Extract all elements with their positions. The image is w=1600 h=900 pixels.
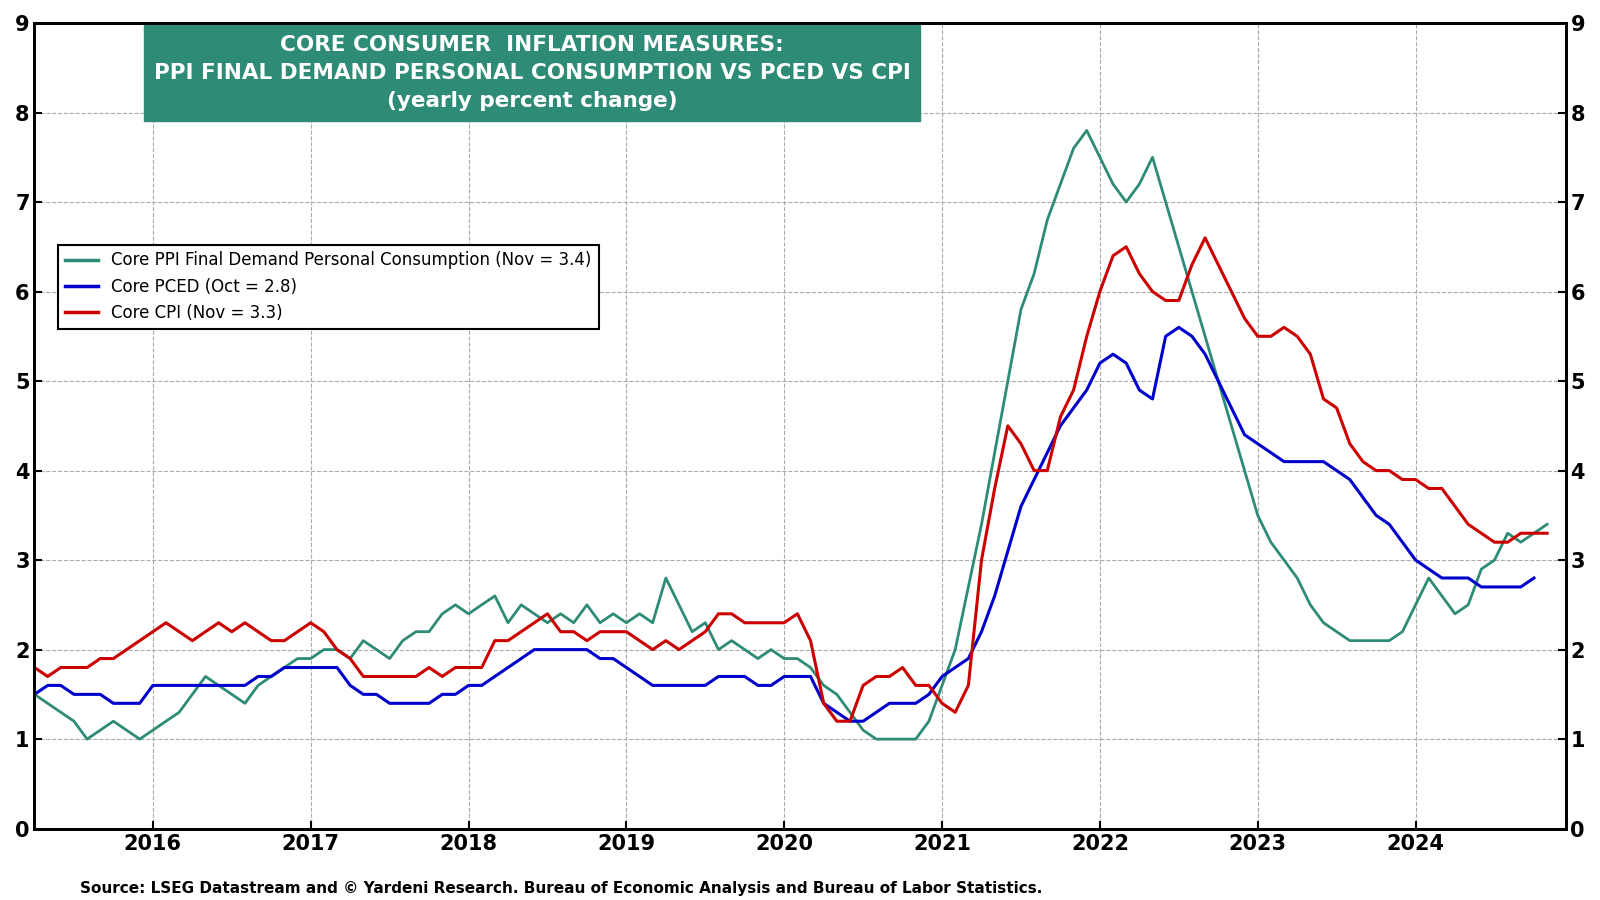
Text: Source: LSEG Datastream and © Yardeni Research. Bureau of Economic Analysis and : Source: LSEG Datastream and © Yardeni Re… — [80, 880, 1042, 896]
Text: CORE CONSUMER  INFLATION MEASURES:
PPI FINAL DEMAND PERSONAL CONSUMPTION VS PCED: CORE CONSUMER INFLATION MEASURES: PPI FI… — [154, 35, 910, 111]
Legend: Core PPI Final Demand Personal Consumption (Nov = 3.4), Core PCED (Oct = 2.8), C: Core PPI Final Demand Personal Consumpti… — [58, 245, 598, 328]
